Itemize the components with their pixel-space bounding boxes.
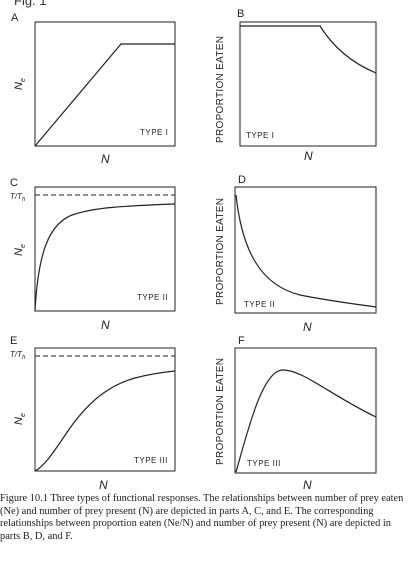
panel-f: F TYPE III N PROPORTION EATEN: [215, 335, 377, 490]
figure-caption-text: Figure 10.1 Three types of functional re…: [0, 493, 404, 542]
panel-e-xlabel: N: [99, 478, 108, 490]
panel-f-ylabel: PROPORTION EATEN: [215, 358, 226, 465]
figure-caption: Figure 10.1 Three types of functional re…: [0, 493, 412, 543]
panel-f-type: TYPE III: [247, 459, 281, 468]
figure-graphic: Fig. 1 A TYPE I N Ne B TYPE I N PROPORTI…: [10, 0, 377, 490]
panel-d-curve: [235, 194, 377, 308]
panel-d-xlabel: N: [303, 320, 312, 334]
panel-d-ylabel: PROPORTION EATEN: [215, 198, 226, 305]
panel-c-ref-label: T/Th: [10, 192, 26, 203]
panel-d-frame: [234, 186, 377, 314]
figure-label: Fig. 1: [14, 0, 47, 8]
panel-a-xlabel: N: [101, 152, 110, 166]
panel-a-letter: A: [11, 12, 19, 24]
panel-c-ylabel: Ne: [13, 244, 27, 256]
panel-d: D TYPE II N PROPORTION EATEN: [215, 174, 377, 334]
panel-b-curve: [240, 25, 377, 74]
panel-c-curve: [34, 203, 176, 312]
panel-d-type: TYPE II: [244, 300, 275, 309]
panel-c-letter: C: [10, 177, 18, 189]
panel-a-curve: [34, 43, 175, 147]
panel-e-letter: E: [10, 335, 17, 347]
panel-b-type: TYPE I: [246, 131, 274, 140]
panel-e: E T/Th TYPE III N Ne: [10, 335, 176, 490]
panel-c-type: TYPE II: [137, 293, 168, 302]
panel-c-frame: [34, 186, 176, 312]
panel-e-curve: [34, 370, 176, 472]
panel-c-xlabel: N: [101, 318, 110, 332]
panel-a: A TYPE I N Ne: [11, 12, 176, 166]
panel-f-xlabel: N: [303, 478, 312, 490]
panel-f-curve: [235, 369, 377, 473]
panel-c: C T/Th TYPE II N Ne: [10, 177, 176, 332]
panel-b-frame: [239, 21, 377, 147]
panel-d-letter: D: [238, 174, 246, 186]
panel-a-type: TYPE I: [140, 128, 168, 137]
panel-e-ylabel: Ne: [13, 413, 27, 425]
panel-b-xlabel: N: [304, 149, 313, 163]
panel-f-frame: [234, 347, 377, 474]
panel-b: B TYPE I N PROPORTION EATEN: [215, 8, 377, 163]
panel-e-ref-label: T/Th: [10, 350, 26, 361]
panel-e-frame: [34, 347, 176, 472]
panel-a-frame: [34, 21, 176, 147]
panel-e-type: TYPE III: [134, 456, 168, 465]
panel-a-ylabel: Ne: [13, 78, 27, 90]
panel-b-letter: B: [237, 8, 244, 20]
panel-b-ylabel: PROPORTION EATEN: [215, 36, 226, 143]
panel-f-letter: F: [238, 335, 245, 347]
